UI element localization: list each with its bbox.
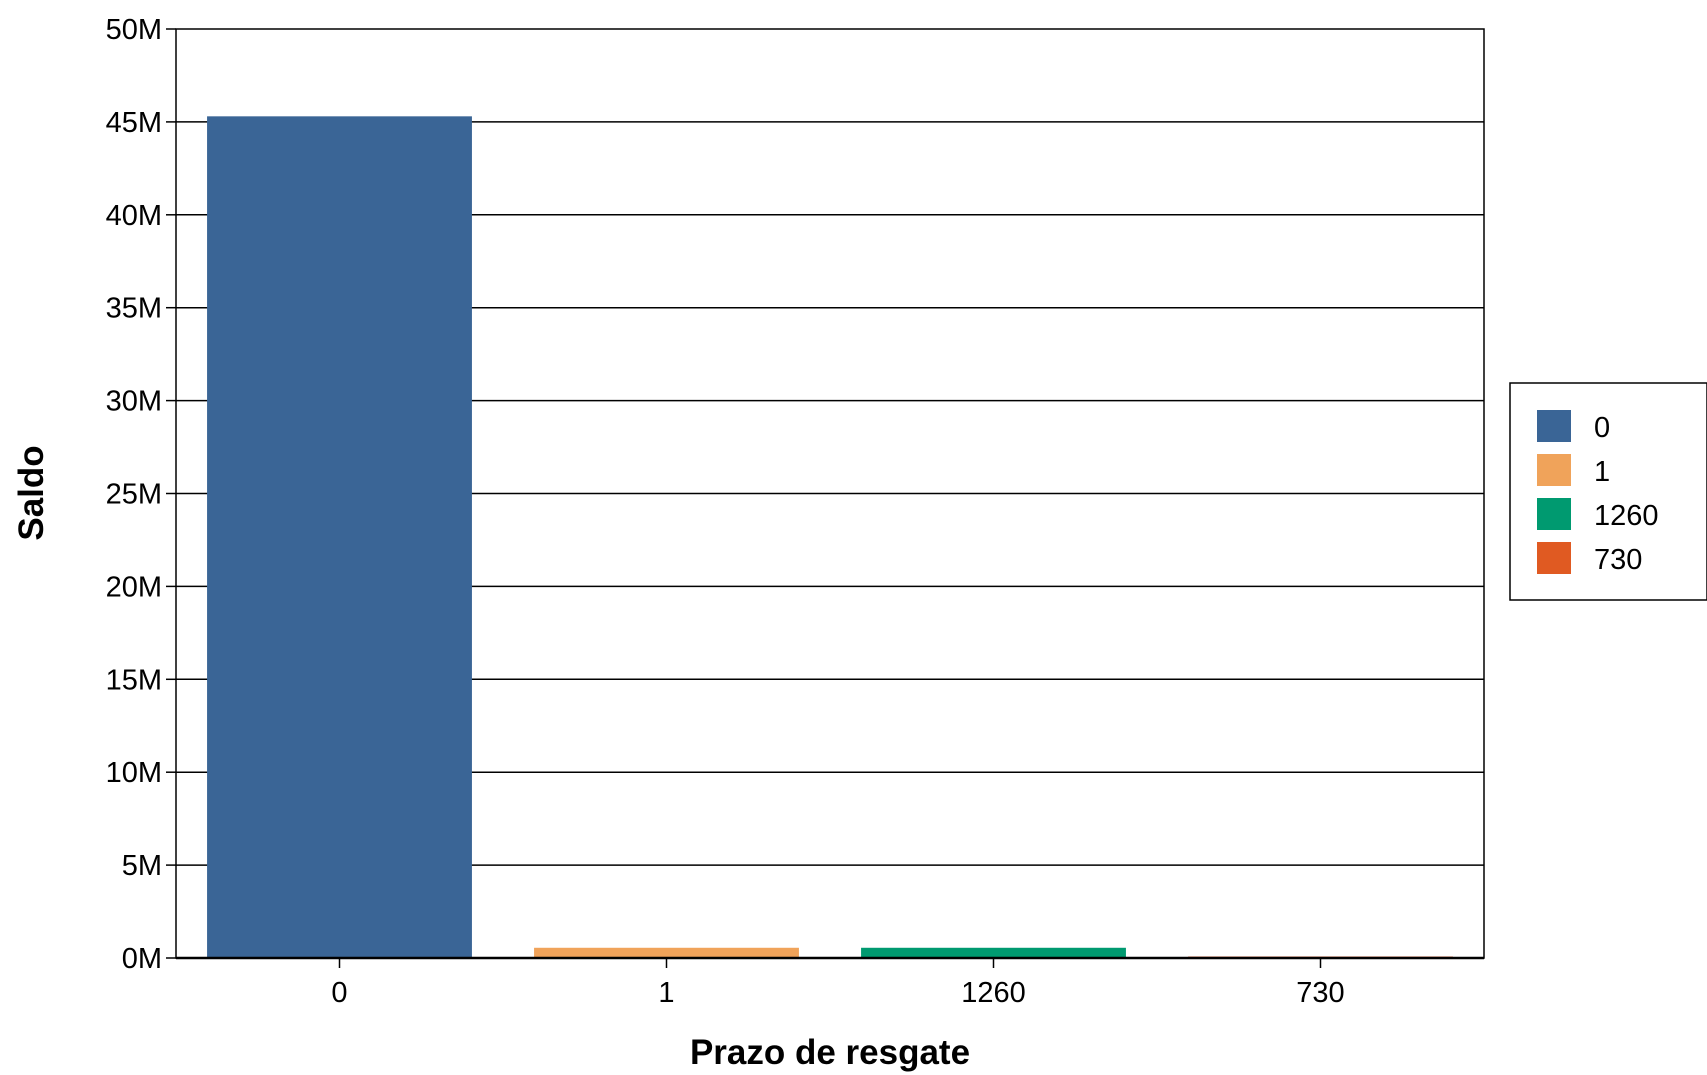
y-tick-label: 5M [122,850,162,882]
y-tick-label: 35M [106,293,162,325]
x-tick-label-0: 0 [331,977,347,1009]
legend-label-1: 1 [1594,456,1610,488]
bar-1 [534,947,799,958]
x-axis-title: Prazo de resgate [690,1033,970,1072]
y-tick-label: 20M [106,571,162,603]
x-tick-label-730: 730 [1296,977,1344,1009]
x-tick-label-1260: 1260 [961,977,1026,1009]
x-tick-label-1: 1 [658,977,674,1009]
y-tick-label: 10M [106,757,162,789]
legend-entries: 0 1 1260 730 [1537,410,1659,576]
y-axis-title: Saldo [12,445,51,540]
y-tick-label: 0M [122,943,162,975]
bars [207,116,1453,959]
bar-1260 [861,947,1126,958]
legend-swatch-1 [1537,454,1571,486]
legend: 0 1 1260 730 [1509,382,1707,601]
legend-label-1260: 1260 [1594,500,1659,532]
legend-swatch-730 [1537,542,1571,574]
bar-0 [207,116,472,959]
legend-swatch-0 [1537,410,1571,442]
legend-label-0: 0 [1594,412,1610,444]
y-tick-label: 40M [106,200,162,232]
y-tick-label: 15M [106,664,162,696]
legend-swatch-1260 [1537,498,1571,530]
x-axis-ticks: 0 1 1260 730 [331,958,1345,1009]
y-tick-label: 25M [106,479,162,511]
y-axis-ticks: 0M 5M 10M 15M 20M 25M 30M 35M 40M 45M 50M [106,14,176,975]
y-tick-label: 50M [106,14,162,46]
y-tick-label: 30M [106,386,162,418]
y-tick-label: 45M [106,107,162,139]
legend-label-730: 730 [1594,544,1642,576]
